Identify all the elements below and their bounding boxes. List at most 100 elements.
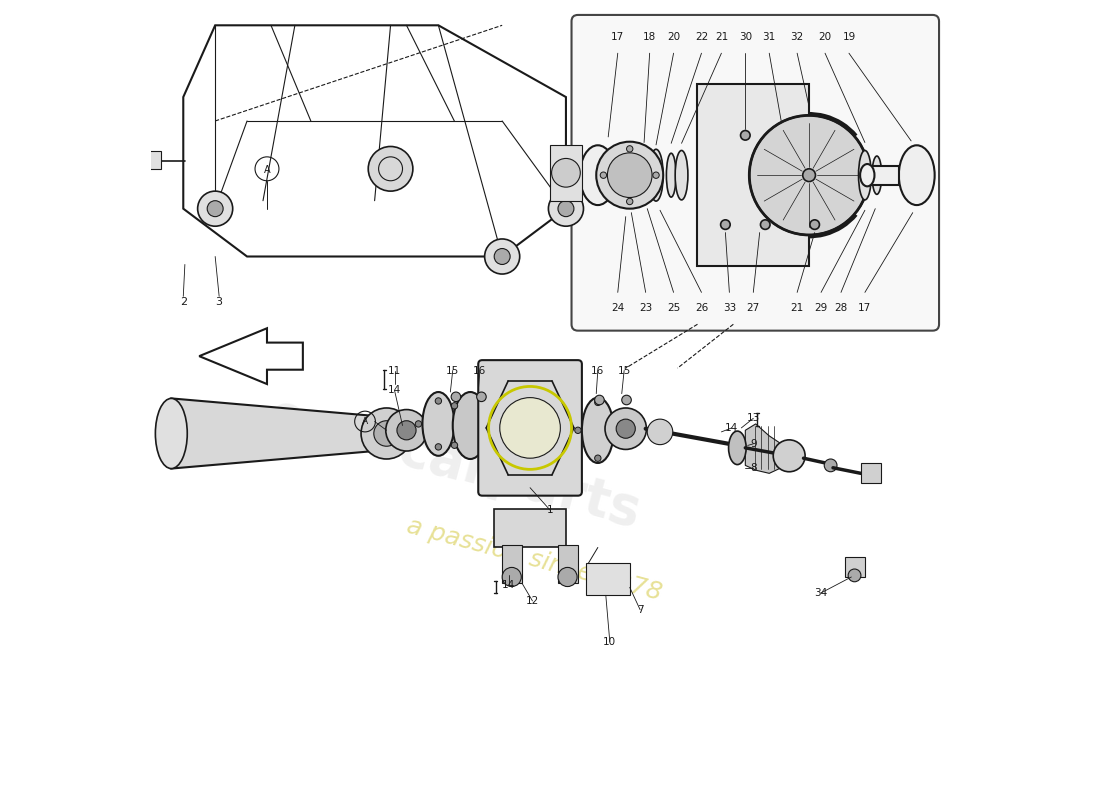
Text: 20: 20 [818, 32, 832, 42]
Text: 16: 16 [591, 366, 605, 375]
Circle shape [627, 198, 632, 205]
Circle shape [601, 172, 606, 178]
Ellipse shape [422, 392, 454, 456]
Text: 21: 21 [715, 32, 728, 42]
Text: 19: 19 [843, 32, 856, 42]
Text: 27: 27 [747, 303, 760, 314]
Ellipse shape [580, 146, 616, 205]
Text: 14: 14 [388, 386, 401, 395]
Circle shape [368, 146, 412, 191]
Text: 32: 32 [791, 32, 804, 42]
Circle shape [558, 567, 578, 586]
Circle shape [574, 427, 581, 434]
Ellipse shape [667, 154, 676, 197]
FancyBboxPatch shape [572, 15, 939, 330]
Text: 14: 14 [725, 423, 738, 433]
Bar [586, 563, 629, 595]
Circle shape [451, 402, 458, 409]
Ellipse shape [453, 392, 487, 459]
Text: 9: 9 [750, 439, 757, 449]
Circle shape [615, 427, 622, 434]
Text: 26: 26 [695, 303, 708, 314]
Circle shape [361, 408, 412, 459]
Text: 20: 20 [667, 32, 680, 42]
Circle shape [397, 421, 416, 440]
Text: 24: 24 [612, 303, 625, 314]
Circle shape [848, 569, 861, 582]
Text: a passion since 1978: a passion since 1978 [404, 514, 664, 605]
Ellipse shape [649, 150, 663, 201]
Circle shape [207, 201, 223, 217]
Text: 15: 15 [447, 366, 460, 375]
Circle shape [596, 142, 663, 209]
Text: 10: 10 [603, 637, 616, 646]
Text: 22: 22 [695, 32, 708, 42]
Bar [503, 545, 522, 583]
Text: 15: 15 [617, 366, 630, 375]
FancyBboxPatch shape [478, 360, 582, 496]
Text: 30: 30 [739, 32, 752, 42]
Ellipse shape [638, 152, 650, 198]
Circle shape [749, 115, 869, 235]
Circle shape [773, 440, 805, 472]
Circle shape [740, 130, 750, 140]
Polygon shape [746, 424, 781, 474]
Circle shape [386, 410, 427, 451]
Text: 16: 16 [473, 366, 486, 375]
Circle shape [503, 567, 521, 586]
Circle shape [558, 201, 574, 217]
Text: 18: 18 [644, 32, 657, 42]
Bar [550, 145, 582, 201]
Text: 31: 31 [762, 32, 776, 42]
Circle shape [616, 419, 636, 438]
Circle shape [485, 239, 519, 274]
Circle shape [595, 399, 601, 406]
Circle shape [476, 392, 486, 402]
Text: 23: 23 [639, 303, 652, 314]
Ellipse shape [872, 156, 881, 194]
Text: 25: 25 [667, 303, 680, 314]
Text: eurocarparts: eurocarparts [262, 389, 647, 538]
Text: 17: 17 [858, 303, 871, 314]
Bar [697, 84, 810, 266]
Circle shape [451, 392, 461, 402]
Ellipse shape [582, 398, 614, 463]
Bar [614, 166, 646, 185]
Polygon shape [199, 328, 302, 384]
Text: 7: 7 [637, 605, 644, 614]
Text: 34: 34 [814, 588, 827, 598]
Text: 33: 33 [723, 303, 736, 314]
Ellipse shape [155, 398, 187, 469]
Text: 13: 13 [747, 414, 760, 423]
Text: 29: 29 [814, 303, 827, 314]
Ellipse shape [368, 416, 381, 451]
Circle shape [595, 455, 601, 462]
Text: 8: 8 [750, 462, 757, 473]
Circle shape [810, 220, 820, 230]
Text: 1: 1 [547, 505, 553, 515]
Circle shape [607, 153, 652, 198]
Bar [143, 151, 161, 169]
Ellipse shape [675, 150, 688, 200]
Circle shape [416, 421, 421, 427]
Text: A: A [264, 165, 271, 174]
Text: 28: 28 [835, 303, 848, 314]
Circle shape [803, 169, 815, 182]
Circle shape [621, 395, 631, 405]
Ellipse shape [640, 164, 654, 186]
Text: 3: 3 [216, 297, 222, 307]
Circle shape [605, 408, 647, 450]
Ellipse shape [860, 164, 875, 186]
Text: 11: 11 [388, 366, 401, 375]
Bar [558, 545, 578, 583]
Circle shape [824, 459, 837, 472]
Text: 21: 21 [791, 303, 804, 314]
Circle shape [627, 146, 632, 152]
Text: 12: 12 [526, 596, 539, 606]
Bar [867, 166, 899, 185]
Circle shape [374, 421, 399, 446]
Circle shape [436, 398, 441, 404]
Ellipse shape [899, 146, 935, 205]
Circle shape [451, 442, 458, 449]
Text: A: A [362, 417, 369, 426]
